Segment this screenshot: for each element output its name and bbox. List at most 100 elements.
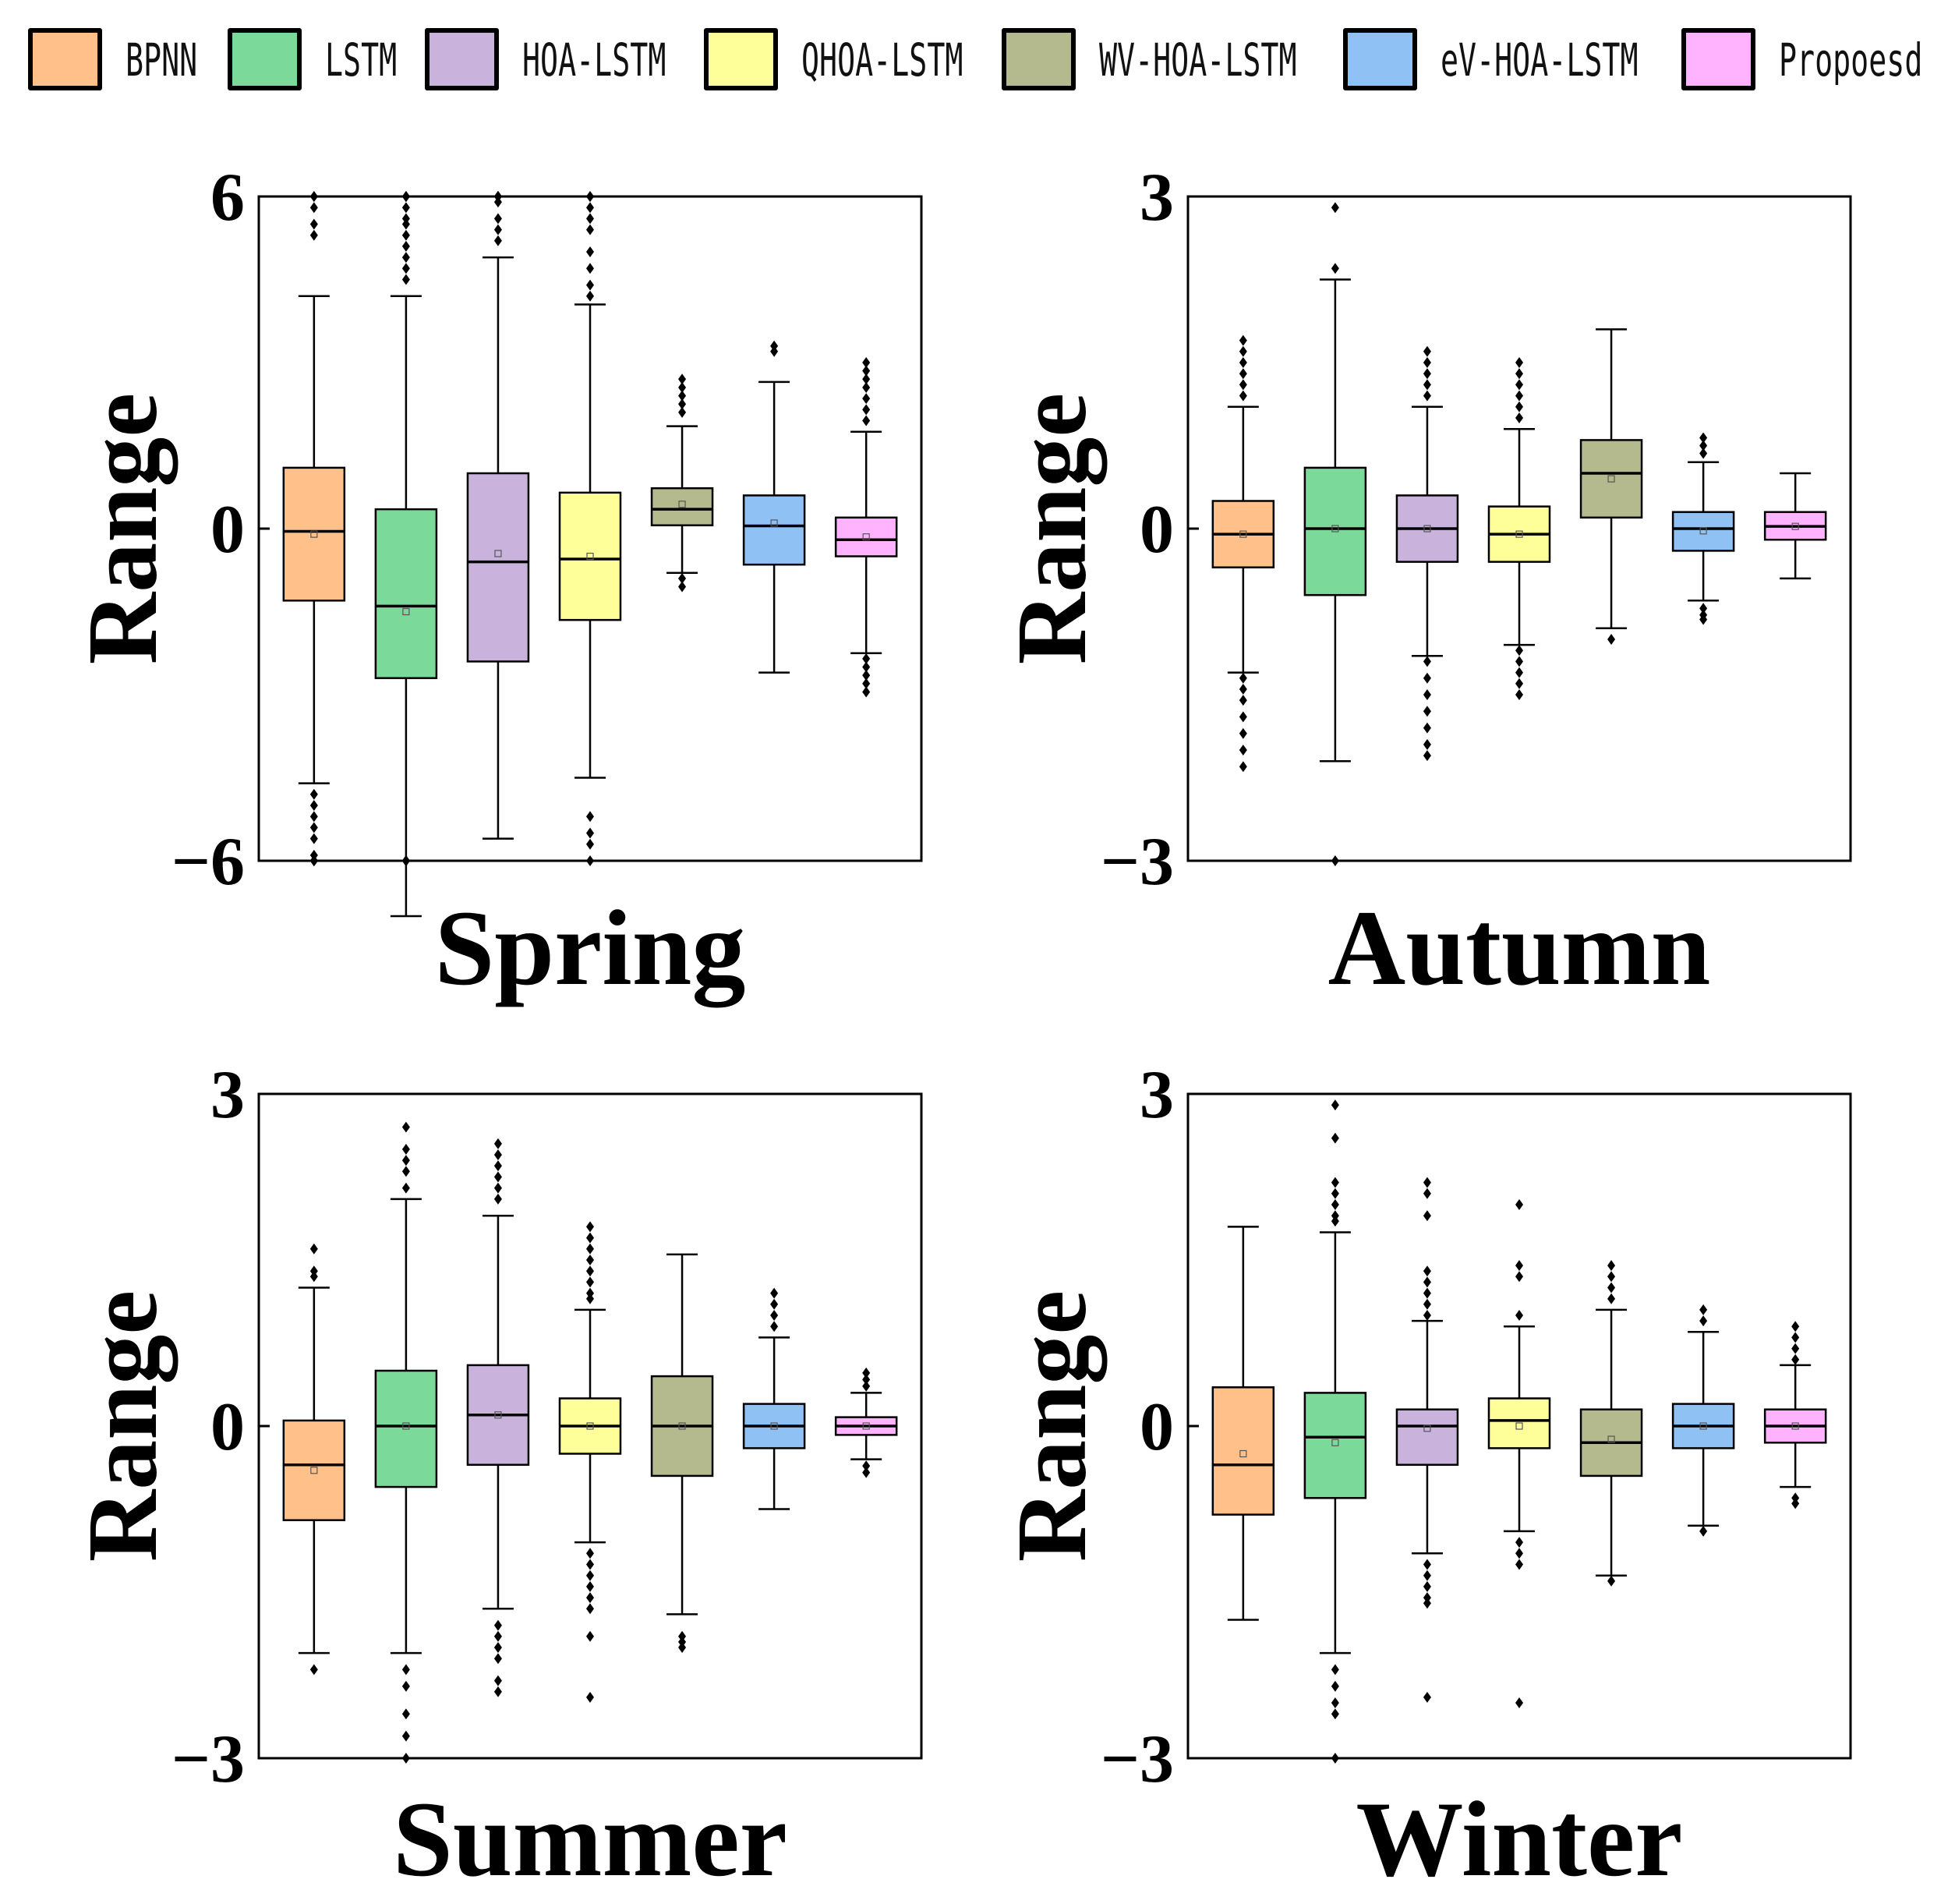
outlier-point xyxy=(493,1193,502,1205)
outlier-point xyxy=(1423,357,1431,368)
outlier-point xyxy=(770,1287,779,1299)
outlier-point xyxy=(678,390,687,402)
mean-marker xyxy=(1423,525,1431,533)
legend-swatch xyxy=(228,28,302,90)
outlier-point xyxy=(1239,390,1247,402)
outlier-point xyxy=(1607,1282,1616,1294)
outlier-point xyxy=(1515,1199,1523,1210)
box-iqr xyxy=(374,1369,438,1488)
outlier-point xyxy=(1239,368,1247,380)
box-ev-hoa-lstm xyxy=(1671,1304,1735,1537)
outlier-point xyxy=(678,572,687,584)
box-iqr xyxy=(834,516,898,557)
mean-marker xyxy=(586,552,594,561)
outlier-point xyxy=(678,373,687,385)
mean-marker xyxy=(494,550,502,557)
outlier-point xyxy=(1239,761,1247,773)
mean-marker xyxy=(1239,1449,1247,1458)
outlier-point xyxy=(1423,1559,1431,1570)
outlier-point xyxy=(1423,1210,1431,1222)
outlier-point xyxy=(1423,1287,1431,1299)
outlier-point xyxy=(586,1570,594,1581)
mean-marker xyxy=(678,501,686,508)
outlier-point xyxy=(1791,1343,1800,1354)
outlier-point xyxy=(862,653,871,664)
outlier-point xyxy=(1423,706,1431,717)
chart-panel-winter: 3 0 −3 Range Winter xyxy=(996,1057,1852,1899)
outlier-point xyxy=(1331,1099,1339,1111)
outlier-point xyxy=(1791,1492,1800,1504)
outlier-point xyxy=(1239,727,1247,739)
outlier-point xyxy=(586,1287,594,1299)
legend-swatch xyxy=(1343,28,1417,90)
outlier-point xyxy=(401,1155,410,1166)
legend-label: Propoesd xyxy=(1779,34,1923,87)
outlier-point xyxy=(1791,1321,1800,1332)
box-hoa-lstm xyxy=(1395,345,1459,762)
legend-label: QHOA-LSTM xyxy=(801,34,963,87)
outlier-point xyxy=(862,1374,871,1386)
outlier-point xyxy=(1239,711,1247,723)
legend-label: BPNN xyxy=(126,34,198,87)
outlier-point xyxy=(1607,1260,1616,1272)
outlier-point xyxy=(1239,672,1247,684)
mean-marker xyxy=(402,1422,410,1430)
outlier-point xyxy=(1423,1580,1431,1592)
outlier-point xyxy=(586,263,594,274)
outlier-point xyxy=(586,1276,594,1288)
mean-marker xyxy=(678,1422,686,1430)
mean-marker xyxy=(862,533,870,541)
outlier-point xyxy=(678,381,687,393)
box-wv-hoa-lstm xyxy=(650,1253,714,1653)
outlier-point xyxy=(309,822,318,833)
box-wv-hoa-lstm xyxy=(650,373,714,593)
outlier-point xyxy=(586,213,594,225)
outlier-point xyxy=(1515,656,1523,667)
outlier-point xyxy=(493,1149,502,1161)
outlier-point xyxy=(770,340,779,352)
outlier-point xyxy=(1515,1310,1523,1321)
outlier-point xyxy=(1699,603,1708,614)
outlier-point xyxy=(493,191,502,202)
legend-swatch xyxy=(1681,28,1755,90)
outlier-point xyxy=(1423,1298,1431,1310)
outlier-point xyxy=(586,1603,594,1615)
outlier-point xyxy=(586,855,594,866)
outlier-point xyxy=(309,1271,318,1283)
outlier-point xyxy=(1515,1260,1523,1272)
box-bpnn xyxy=(1211,334,1275,773)
outlier-point xyxy=(1423,689,1431,700)
outlier-point xyxy=(586,191,594,202)
outlier-point xyxy=(1423,379,1431,391)
legend-swatch xyxy=(704,28,778,90)
box-qhoa-lstm xyxy=(1487,1199,1551,1708)
outlier-point xyxy=(1331,202,1339,214)
outlier-point xyxy=(1515,1559,1523,1570)
box-iqr xyxy=(650,487,714,526)
y-axis-label: Range xyxy=(996,393,1107,664)
outlier-point xyxy=(1331,855,1339,866)
outlier-point xyxy=(1331,1697,1339,1708)
outlier-point xyxy=(401,252,410,264)
mean-marker xyxy=(1607,1435,1615,1443)
outlier-point xyxy=(586,838,594,850)
y-tick-label: −3 xyxy=(1101,824,1174,900)
outlier-point xyxy=(1331,1664,1339,1676)
outlier-point xyxy=(401,1182,410,1194)
mean-marker xyxy=(310,1467,318,1474)
outlier-point xyxy=(401,1664,410,1676)
box-iqr xyxy=(1671,511,1735,552)
outlier-point xyxy=(586,1293,594,1304)
box-qhoa-lstm xyxy=(558,1221,622,1703)
box-bpnn xyxy=(1211,1226,1275,1621)
y-tick-label: 6 xyxy=(210,160,245,235)
outlier-point xyxy=(678,1642,687,1653)
outlier-point xyxy=(493,235,502,246)
outlier-point xyxy=(1515,667,1523,678)
outlier-point xyxy=(1607,1293,1616,1304)
outlier-point xyxy=(586,246,594,257)
outlier-point xyxy=(770,1298,779,1310)
box-qhoa-lstm xyxy=(1487,357,1551,700)
outlier-point xyxy=(1239,345,1247,357)
outlier-point xyxy=(862,1367,871,1378)
